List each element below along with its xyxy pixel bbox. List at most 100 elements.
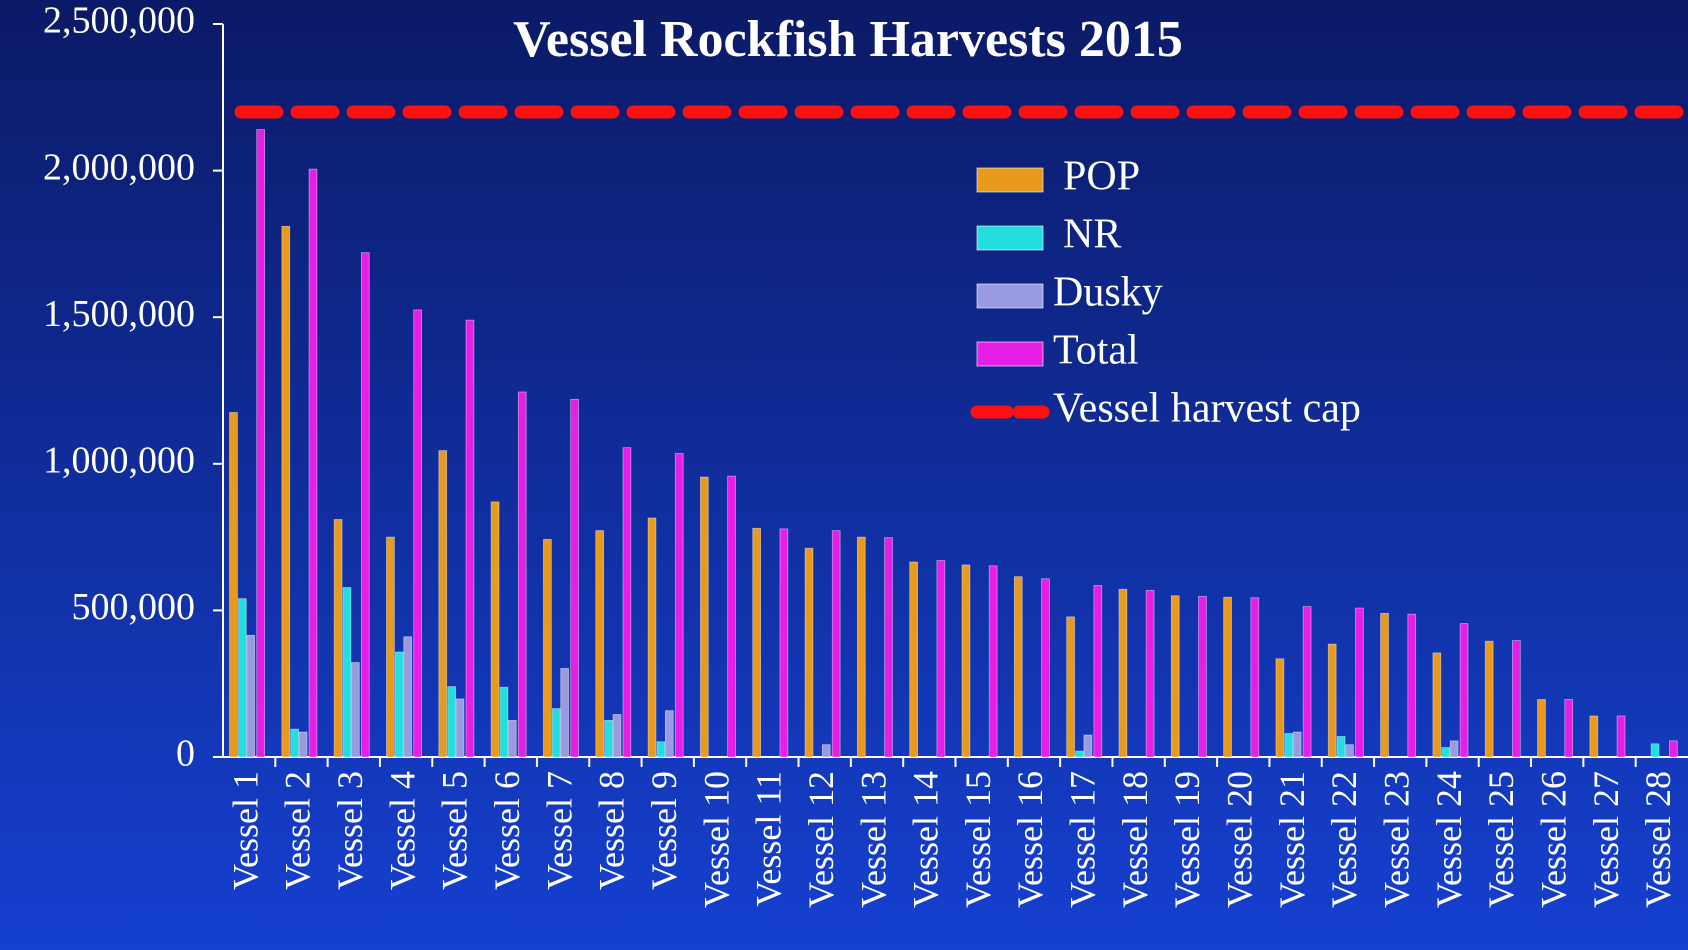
bar [342,587,352,758]
bar [1512,640,1521,758]
bar [403,636,413,758]
legend-label: Vessel harvest cap [1053,386,1361,432]
bar [1327,643,1337,758]
bar [351,662,360,758]
bar [394,651,404,758]
bar [465,319,475,758]
y-tick-label: 2,000,000 [43,146,195,188]
bar [961,564,971,758]
x-tick-label: Vessel 13 [853,771,893,908]
bar [664,710,674,758]
bar [1066,616,1075,758]
x-tick-label: Vessel 26 [1533,771,1573,908]
bar [1250,597,1260,758]
bar [1564,699,1574,758]
x-tick-label: Vessel 10 [696,771,736,908]
x-tick-label: Vessel 4 [382,771,422,890]
bar [517,391,527,758]
bar [551,708,561,758]
bar [1302,606,1312,758]
legend-swatch [976,167,1044,193]
bar [988,565,998,758]
bar [1075,750,1084,758]
x-tick-label: Vessel 7 [539,771,579,890]
legend-label: Dusky [1053,270,1163,316]
bar [752,527,762,758]
chart-title: Vessel Rockfish Harvests 2015 [513,11,1183,68]
bar [281,225,291,758]
bar [831,530,841,758]
bar [674,453,684,758]
bar [298,731,308,758]
x-tick-label: Vessel 20 [1220,771,1260,908]
y-tick-label: 500,000 [72,586,196,628]
legend-label: NR [1063,212,1121,258]
bar [508,719,517,758]
x-tick-label: Vessel 24 [1429,771,1469,908]
legend-swatch [976,225,1044,251]
bar [1198,595,1207,758]
x-tick-label: Vessel 19 [1167,771,1207,908]
bar [1170,595,1180,758]
bar [622,447,632,758]
x-tick-label: Vessel 17 [1063,771,1103,908]
bar [612,714,622,758]
bar [308,168,318,758]
y-tick-label: 0 [176,733,195,775]
bar [1449,740,1459,758]
bar [1380,612,1389,758]
bar [570,398,579,758]
bar [1093,585,1103,758]
bar [229,412,238,758]
x-tick-label: Vessel 6 [487,771,527,890]
bar [1223,596,1232,758]
x-tick-label: Vessel 9 [644,771,684,890]
legend-label: Total [1053,328,1139,374]
bar [360,252,370,758]
bar [1083,734,1093,758]
legend-swatch [976,341,1044,367]
bar [1118,588,1128,758]
bar [1407,613,1417,758]
bar [238,598,247,758]
bar [499,686,509,758]
legend-swatch [976,283,1044,309]
bar [779,528,789,758]
x-tick-label: Vessel 22 [1324,771,1364,908]
x-tick-label: Vessel 1 [225,771,265,890]
bar [856,536,866,758]
bar [604,719,613,758]
bar [595,530,605,758]
bar [1292,731,1302,758]
y-tick-label: 2,500,000 [43,0,195,42]
bar [1284,733,1294,758]
bar [333,519,343,758]
x-tick-label: Vessel 11 [749,771,789,907]
bar [1145,590,1155,758]
bar [438,450,448,758]
bar [1616,715,1626,758]
bar [804,547,814,758]
x-tick-label: Vessel 25 [1481,771,1521,908]
bar [700,476,709,758]
bar [1275,658,1285,758]
x-tick-label: Vessel 18 [1115,771,1155,908]
x-tick-label: Vessel 5 [435,771,475,890]
bar [246,634,256,758]
bar [490,501,500,758]
bar [413,309,422,758]
x-tick-label: Vessel 3 [330,771,370,890]
y-tick-label: 1,500,000 [43,293,195,335]
x-tick-label: Vessel 16 [1010,771,1050,908]
bar [909,561,918,758]
bar [560,668,569,758]
bar [543,539,552,758]
bar [884,537,893,758]
bar [1459,623,1469,758]
bar [1537,699,1546,758]
bar [656,741,666,758]
bar [256,129,265,758]
bar [1355,607,1364,758]
